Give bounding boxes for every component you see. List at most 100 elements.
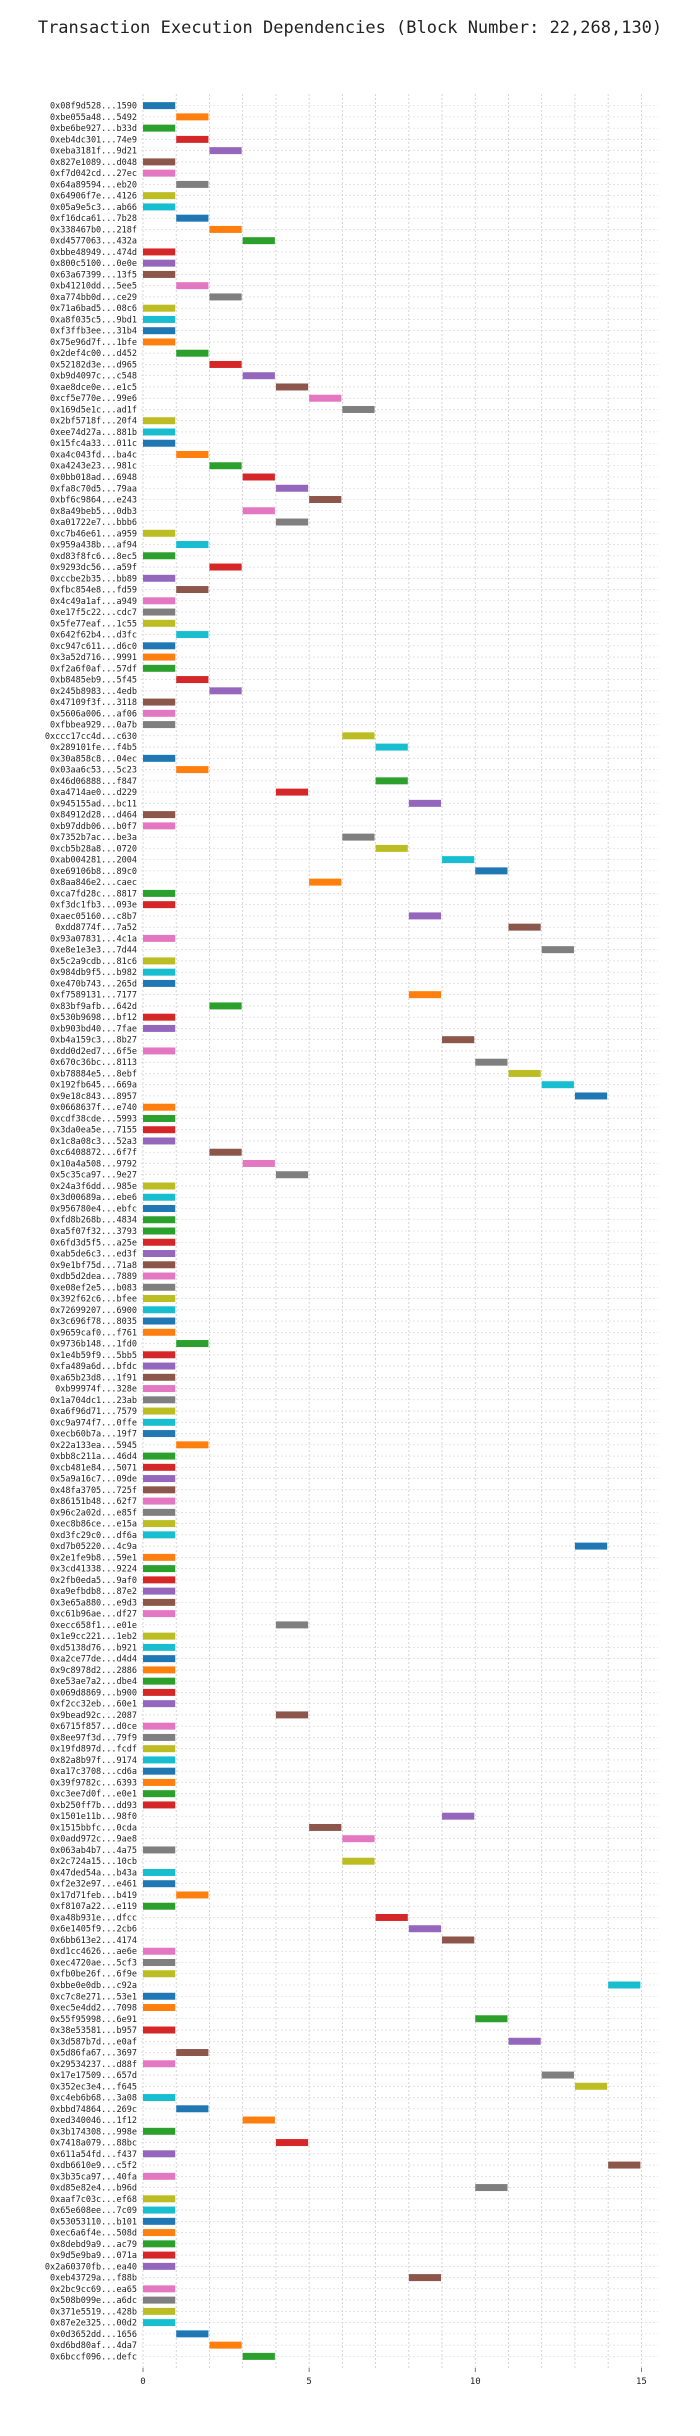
y-tick-label: 0x5d86fa67...3697 — [50, 2049, 137, 2059]
y-tick-label: 0x245b8983...4edb — [50, 687, 137, 697]
y-tick-label: 0x192fb645...669a — [50, 1081, 137, 1091]
y-tick-label: 0xb41210dd...5ee5 — [50, 282, 137, 292]
y-tick-label: 0x9e1bf75d...71a8 — [50, 1261, 137, 1271]
y-tick-label: 0xeb4dc301...74e9 — [50, 135, 137, 145]
y-tick-label: 0x63a67399...13f5 — [50, 270, 137, 280]
y-tick-label: 0x1a704dc1...23ab — [50, 1396, 137, 1406]
transaction-bar — [143, 2240, 176, 2248]
transaction-bar — [143, 1655, 176, 1663]
transaction-bar — [143, 315, 176, 323]
transaction-bar — [275, 2139, 309, 2147]
transaction-bar — [143, 1216, 176, 1224]
transaction-bar — [143, 1598, 176, 1606]
transaction-bar — [176, 180, 209, 188]
transaction-bar — [143, 1272, 176, 1280]
transaction-bar — [375, 777, 408, 785]
transaction-bar — [143, 1396, 176, 1404]
y-tick-label: 0xca7fd28c...8817 — [50, 889, 137, 899]
transaction-bar — [375, 743, 408, 751]
y-tick-label: 0xd3fc29c0...df6a — [50, 1531, 137, 1541]
y-tick-label: 0x29534237...d88f — [50, 2060, 137, 2070]
transaction-bar — [143, 1700, 176, 1708]
transaction-bar — [209, 563, 242, 571]
transaction-bar — [143, 1362, 176, 1370]
transaction-bar — [143, 2262, 176, 2270]
y-tick-label: 0x48fa3705...725f — [50, 1486, 137, 1496]
y-tick-label: 0x39f9782c...6393 — [50, 1778, 137, 1788]
transaction-bar — [408, 2274, 442, 2282]
y-tick-label: 0xdb6610e9...c5f2 — [50, 2161, 137, 2171]
transaction-bar — [143, 124, 176, 132]
transaction-bar — [143, 698, 176, 706]
transaction-bar — [143, 2307, 176, 2315]
transaction-bar — [143, 417, 176, 425]
transaction-bar — [143, 1745, 176, 1753]
transaction-bar — [143, 259, 176, 267]
y-tick-label: 0xec5e4dd2...7098 — [50, 2004, 137, 2014]
transaction-bar — [574, 2082, 608, 2090]
transaction-bar — [143, 327, 176, 335]
y-tick-label: 0x30a858c8...04ec — [50, 754, 137, 764]
y-tick-label: 0xfbc854e8...fd59 — [50, 586, 137, 596]
transaction-bar — [176, 2330, 209, 2338]
transaction-bar — [143, 2094, 176, 2102]
transaction-bar — [209, 462, 242, 470]
transaction-bar — [209, 293, 242, 301]
y-tick-label: 0xc61b96ae...df27 — [50, 1610, 137, 1620]
y-tick-label: 0x289101fe...f4b5 — [50, 743, 137, 753]
y-tick-label: 0x15fc4a33...011c — [50, 439, 137, 449]
y-tick-label: 0xa65b23d8...1f91 — [50, 1373, 137, 1383]
y-tick-label: 0x03aa6c53...5c23 — [50, 766, 137, 776]
y-tick-label: 0xeb43729a...f88b — [50, 2274, 137, 2284]
transaction-bar — [143, 169, 176, 177]
y-tick-label: 0x64906f7e...4126 — [50, 192, 137, 202]
y-tick-label: 0x9659caf0...f761 — [50, 1328, 137, 1338]
y-tick-label: 0xcb5b28a8...0720 — [50, 844, 137, 854]
y-tick-label: 0x17d71feb...b419 — [50, 1891, 137, 1901]
transaction-bar — [275, 1711, 309, 1719]
transaction-bar — [242, 2352, 275, 2360]
transaction-bar — [242, 2116, 275, 2124]
x-tick-label: 5 — [306, 2377, 311, 2387]
y-tick-label: 0xf8107a22...e119 — [50, 1902, 137, 1912]
transaction-bar — [143, 1283, 176, 1291]
transaction-bar — [143, 1947, 176, 1955]
x-tick-label: 0 — [140, 2377, 145, 2387]
transaction-bar — [143, 1632, 176, 1640]
y-tick-label: 0x392f62c6...bfee — [50, 1295, 137, 1305]
y-tick-label: 0x1e9cc221...1eb2 — [50, 1632, 137, 1642]
y-tick-label: 0x5c35ca97...9e27 — [50, 1171, 137, 1181]
y-tick-label: 0xecc658f1...e01e — [50, 1621, 137, 1631]
transaction-bar — [408, 912, 442, 920]
y-tick-label: 0xd6bd80af...4da7 — [50, 2341, 137, 2351]
y-tick-label: 0x3b174308...998e — [50, 2127, 137, 2137]
transaction-bar — [176, 631, 209, 639]
y-tick-label: 0xc3ee7d0f...e0e1 — [50, 1790, 137, 1800]
transaction-bar — [574, 1092, 608, 1100]
transaction-bar — [143, 1610, 176, 1618]
y-tick-label: 0x22a133ea...5945 — [50, 1441, 137, 1451]
y-tick-label: 0x86151b48...62f7 — [50, 1497, 137, 1507]
y-tick-label: 0xfbbea929...0a7b — [50, 721, 137, 731]
y-tick-label: 0x2def4c00...d452 — [50, 349, 137, 359]
y-tick-label: 0x5fe77eaf...1c55 — [50, 619, 137, 629]
transaction-bar — [209, 1002, 242, 1010]
y-tick-label: 0x72699207...6900 — [50, 1306, 137, 1316]
transaction-bar — [143, 1677, 176, 1685]
transaction-bar — [209, 225, 242, 233]
y-tick-label: 0x6bb613e2...4174 — [50, 1936, 137, 1946]
transaction-bar — [143, 957, 176, 965]
y-tick-label: 0x19fd897d...fcdf — [50, 1745, 137, 1755]
y-tick-label: 0x670c36bc...8113 — [50, 1058, 137, 1068]
transaction-bar — [342, 1857, 375, 1865]
y-tick-label: 0x530b9698...bf12 — [50, 1013, 137, 1023]
y-tick-label: 0xd7b05220...4c9a — [50, 1542, 137, 1552]
transaction-bar — [143, 754, 176, 762]
transaction-bar — [143, 1238, 176, 1246]
y-tick-label: 0xeba3181f...9d21 — [50, 147, 137, 157]
transaction-bar — [143, 1013, 176, 1021]
transaction-bar — [143, 1250, 176, 1257]
transaction-bar — [442, 1036, 475, 1044]
y-tick-label: 0x8a49beb5...0db3 — [50, 507, 137, 517]
transaction-bar — [275, 1171, 309, 1179]
